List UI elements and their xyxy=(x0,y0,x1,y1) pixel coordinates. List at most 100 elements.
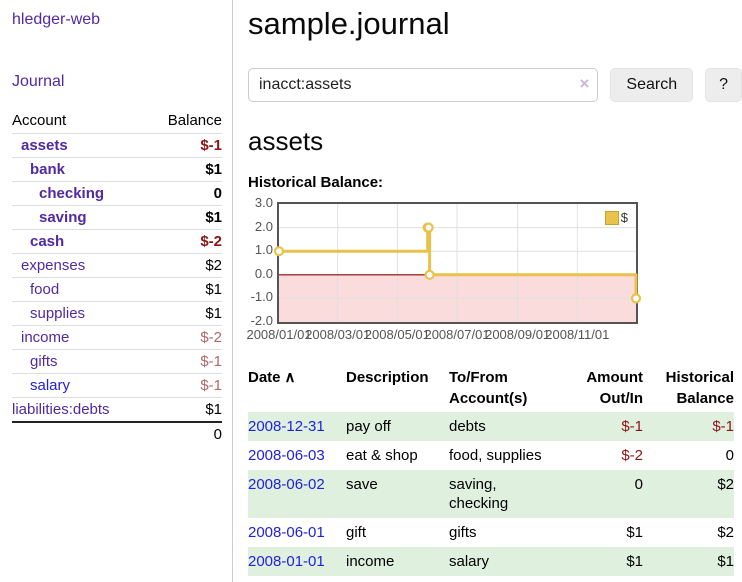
clear-search-icon[interactable]: × xyxy=(579,74,590,93)
account-link-supplies[interactable]: supplies xyxy=(30,305,86,322)
account-balance: $1 xyxy=(146,157,222,182)
account-link-income[interactable]: income xyxy=(21,329,70,346)
transaction-amount: 0 xyxy=(634,476,643,493)
x-axis-tick: 2008/05/01 xyxy=(364,327,430,342)
account-balance: $-1 xyxy=(146,349,222,374)
account-link-cash[interactable]: cash xyxy=(30,233,65,250)
col-header-balance: Historical Balance xyxy=(665,369,734,407)
col-header-accounts: To/From Account(s) xyxy=(449,369,528,407)
account-row: expenses $2 xyxy=(12,253,222,278)
account-row: income $-2 xyxy=(12,325,222,350)
register-body: 2008-12-31 pay off debts $-1 $-1 2008-06-03 ea… xyxy=(248,412,734,576)
transaction-accounts: debts xyxy=(449,418,486,435)
sort-ascending-icon: ∧ xyxy=(284,369,296,386)
transaction-balance: $1 xyxy=(717,553,734,570)
transaction-date-link[interactable]: 2008-06-02 xyxy=(248,476,325,493)
search-input[interactable] xyxy=(248,68,599,102)
transaction-amount: $1 xyxy=(626,553,643,570)
transaction-description: gift xyxy=(346,524,367,541)
account-row: saving $1 xyxy=(12,205,222,230)
legend-label: $ xyxy=(620,210,628,225)
register-row: 2008-06-03 eat & shop food, supplies $-2 0 xyxy=(248,441,734,470)
account-balance: $1 xyxy=(146,205,222,230)
account-balance: $-2 xyxy=(146,229,222,254)
account-row: salary $-1 xyxy=(12,373,222,398)
y-axis-tick: -1.0 xyxy=(250,289,273,305)
transaction-date-link[interactable]: 2008-06-01 xyxy=(248,524,325,541)
transaction-amount: $-1 xyxy=(621,418,643,435)
account-row: assets $-1 xyxy=(12,133,222,158)
account-row: cash $-2 xyxy=(12,229,222,254)
transaction-date-link[interactable]: 2008-06-03 xyxy=(248,447,325,464)
account-row: supplies $1 xyxy=(12,301,222,326)
transaction-description: pay off xyxy=(346,418,391,435)
transaction-date-link[interactable]: 2008-12-31 xyxy=(248,418,325,435)
transaction-balance: $2 xyxy=(717,476,734,493)
col-header-amount: Amount Out/In xyxy=(586,369,643,407)
search-form: × Search ? xyxy=(248,68,742,102)
account-row: checking 0 xyxy=(12,181,222,206)
account-row: gifts $-1 xyxy=(12,349,222,374)
page-title: sample.journal xyxy=(248,6,450,41)
accounts-header-account: Account xyxy=(12,112,67,129)
transaction-balance: 0 xyxy=(725,447,734,464)
col-header-description: Description xyxy=(346,369,429,386)
transaction-accounts: food, supplies xyxy=(449,447,542,464)
col-header-date[interactable]: Date ∧ xyxy=(248,369,296,386)
accounts-total-row: 0 xyxy=(12,421,222,446)
chart-label: Historical Balance: xyxy=(248,174,384,191)
chart-plot-area: $ xyxy=(273,202,642,324)
account-title: assets xyxy=(248,126,324,156)
search-button[interactable]: Search xyxy=(610,68,694,102)
x-axis-tick: 2008/11/01 xyxy=(545,327,610,342)
help-button[interactable]: ? xyxy=(705,68,742,102)
y-axis-tick: 3.0 xyxy=(254,195,273,210)
account-balance: 0 xyxy=(146,181,222,206)
account-balance: $-1 xyxy=(146,373,222,398)
accounts-table: Account Balance assets $-1 bank $1 checking 0… xyxy=(12,109,222,446)
sidebar-item-journal[interactable]: Journal xyxy=(12,73,65,90)
x-axis-labels: 2008/01/01 2008/03/01 2008/05/01 2008/07/01… xyxy=(246,327,742,343)
accounts-total-value: 0 xyxy=(146,421,222,446)
account-link-bank[interactable]: bank xyxy=(30,161,66,178)
account-balance: $1 xyxy=(146,301,222,326)
account-balance: $2 xyxy=(146,253,222,278)
account-link-saving[interactable]: saving xyxy=(39,209,87,226)
y-axis-tick: 1.0 xyxy=(254,242,273,258)
transaction-date-link[interactable]: 2008-01-01 xyxy=(248,553,325,570)
transaction-description: eat & shop xyxy=(346,447,418,464)
sidebar: hledger-web Journal Account Balance asse… xyxy=(0,0,233,582)
y-axis-tick: -2.0 xyxy=(250,313,273,328)
register-row: 2008-06-02 save saving, checking 0 $2 xyxy=(248,470,734,518)
transaction-accounts: salary xyxy=(449,553,490,570)
account-link-checking[interactable]: checking xyxy=(39,185,105,202)
main-content: sample.journal × Search ? assets Histori… xyxy=(234,0,742,576)
account-link-assets[interactable]: assets xyxy=(21,137,68,154)
account-row: food $1 xyxy=(12,277,222,302)
transaction-balance: $-1 xyxy=(712,418,734,435)
x-axis-tick: 2008/01/01 xyxy=(246,327,312,342)
transaction-amount: $-2 xyxy=(621,447,643,464)
brand-link[interactable]: hledger-web xyxy=(12,11,101,28)
x-axis-tick: 2008/09/01 xyxy=(485,327,551,342)
register-row: 2008-01-01 income salary $1 $1 xyxy=(248,547,734,576)
y-axis-tick: 0.0 xyxy=(254,265,273,281)
x-axis-tick: 2008/07/01 xyxy=(424,327,490,342)
account-link-salary[interactable]: salary xyxy=(30,377,71,394)
account-row: bank $1 xyxy=(12,157,222,182)
account-link-liabilities-debts[interactable]: liabilities:debts xyxy=(12,401,110,418)
x-axis-tick: 2008/03/01 xyxy=(305,327,371,342)
chart-canvas xyxy=(273,204,642,322)
y-axis-labels: 3.0 2.0 1.0 0.0 -1.0 -2.0 xyxy=(248,196,273,328)
transaction-balance: $2 xyxy=(717,524,734,541)
account-link-expenses[interactable]: expenses xyxy=(21,257,86,274)
transaction-description: income xyxy=(346,553,395,570)
transaction-accounts: gifts xyxy=(449,524,477,541)
account-link-gifts[interactable]: gifts xyxy=(30,353,58,370)
transaction-description: save xyxy=(346,476,378,493)
transaction-accounts: saving, checking xyxy=(449,476,509,512)
account-link-food[interactable]: food xyxy=(30,281,60,298)
balance-chart: 3.0 2.0 1.0 0.0 -1.0 -2.0 $ 2008/01/01 2008/03… xyxy=(246,196,742,344)
register-row: 2008-06-01 gift gifts $1 $2 xyxy=(248,518,734,547)
account-balance: $-1 xyxy=(146,133,222,158)
